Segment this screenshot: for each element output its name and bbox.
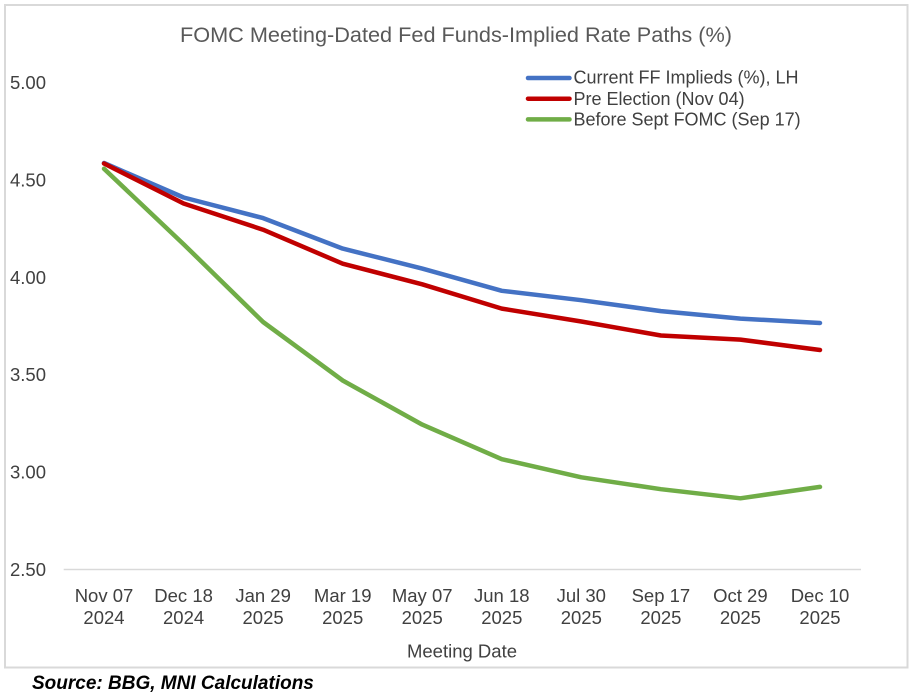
svg-text:Before Sept FOMC (Sep 17): Before Sept FOMC (Sep 17)	[574, 110, 801, 130]
svg-text:Jul 30: Jul 30	[557, 585, 606, 606]
svg-text:3.00: 3.00	[10, 462, 46, 483]
svg-text:2.50: 2.50	[10, 559, 46, 580]
svg-text:2025: 2025	[481, 607, 522, 628]
svg-text:2025: 2025	[322, 607, 363, 628]
svg-text:Source: BBG, MNI Calculations: Source: BBG, MNI Calculations	[32, 673, 314, 694]
svg-text:FOMC Meeting-Dated Fed Funds-I: FOMC Meeting-Dated Fed Funds-Implied Rat…	[180, 22, 732, 47]
svg-text:Pre Election (Nov 04): Pre Election (Nov 04)	[574, 89, 745, 109]
svg-text:2025: 2025	[799, 607, 840, 628]
svg-text:Nov 07: Nov 07	[75, 585, 134, 606]
svg-text:2024: 2024	[83, 607, 124, 628]
svg-text:2024: 2024	[163, 607, 204, 628]
svg-text:Current FF Implieds (%), LH: Current FF Implieds (%), LH	[574, 68, 799, 88]
svg-text:Jun 18: Jun 18	[474, 585, 530, 606]
svg-text:4.50: 4.50	[10, 169, 46, 190]
svg-text:3.50: 3.50	[10, 364, 46, 385]
svg-text:2025: 2025	[402, 607, 443, 628]
svg-text:4.00: 4.00	[10, 267, 46, 288]
svg-text:2025: 2025	[720, 607, 761, 628]
svg-text:5.00: 5.00	[10, 72, 46, 93]
svg-text:Jan 29: Jan 29	[235, 585, 291, 606]
svg-text:Oct 29: Oct 29	[713, 585, 768, 606]
svg-text:2025: 2025	[561, 607, 602, 628]
svg-text:May 07: May 07	[392, 585, 453, 606]
svg-text:2025: 2025	[243, 607, 284, 628]
svg-text:Dec 10: Dec 10	[791, 585, 850, 606]
svg-text:Mar 19: Mar 19	[314, 585, 372, 606]
svg-text:Sep 17: Sep 17	[632, 585, 691, 606]
svg-text:2025: 2025	[640, 607, 681, 628]
svg-text:Dec 18: Dec 18	[154, 585, 213, 606]
svg-text:Meeting Date: Meeting Date	[407, 641, 517, 662]
